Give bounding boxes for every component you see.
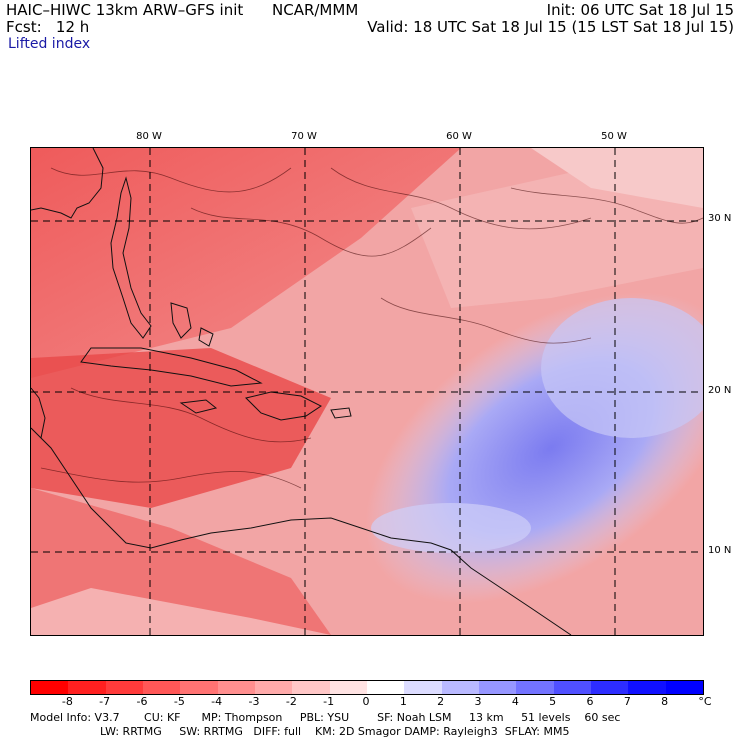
stable-patch-east: [411, 168, 703, 308]
coast-yucatan: [31, 387, 46, 439]
lon-label-50w: 50 W: [601, 131, 627, 142]
colorbar-unit: °C: [698, 695, 712, 708]
graticule: [31, 148, 703, 635]
coast-hispaniola: [245, 391, 322, 421]
colorbar-swatch: [441, 681, 479, 694]
org-label: NCAR/MMM: [272, 1, 359, 19]
model-title: HAIC–HIWC 13km ARW–GFS init: [6, 1, 244, 19]
init-time: Init: 06 UTC Sat 18 Jul 15: [546, 1, 734, 19]
forecast-hour: Fcst: 12 h: [6, 18, 90, 36]
colorbar-swatch: [68, 681, 106, 694]
coast-bahamas-1: [170, 302, 192, 339]
colorbar-swatch: [590, 681, 629, 694]
colorbar-tick-label: 3: [474, 695, 482, 708]
colorbar-tick-label: -3: [248, 695, 260, 708]
colorbar-swatch: [217, 681, 255, 694]
colorbar-tick-label: 5: [549, 695, 557, 708]
colorbar-swatch: [366, 681, 405, 694]
coast-bahamas-2: [198, 327, 214, 347]
colorbar-tick-label: -6: [136, 695, 148, 708]
lat-label-20n: 20 N: [708, 385, 732, 396]
coast-jamaica: [179, 399, 218, 414]
colorbar-tick-label: -4: [211, 695, 223, 708]
colorbar-tick-label: 2: [437, 695, 445, 708]
coast-puerto-rico: [330, 407, 352, 419]
coast-us-gulf: [31, 148, 104, 219]
colorbar-tick-label: 1: [399, 695, 407, 708]
colorbar-tick-label: 4: [511, 695, 519, 708]
unstable-band-caribbean: [31, 348, 331, 508]
colorbar-swatch: [31, 681, 69, 694]
colorbar-swatch: [180, 681, 218, 694]
stable-region-blue-north: [541, 298, 703, 438]
colorbar: [30, 680, 704, 695]
colorbar-swatch: [292, 681, 330, 694]
li-contours: [40, 167, 703, 489]
colorbar-tick-label: -7: [99, 695, 111, 708]
south-america-field: [31, 588, 331, 635]
stable-patch-ne: [531, 148, 703, 208]
lon-label-60w: 60 W: [446, 131, 472, 142]
colorbar-swatch: [404, 681, 442, 694]
colorbar-tick-label: 8: [661, 695, 669, 708]
colorbar-tick-label: -8: [61, 695, 73, 708]
coastlines: [31, 148, 572, 635]
lon-label-70w: 70 W: [291, 131, 317, 142]
colorbar-swatch: [105, 681, 143, 694]
colorbar-swatch: [665, 681, 703, 694]
coast-florida: [110, 176, 152, 339]
physics-info-line: LW: RRTMG SW: RRTMG DIFF: full KM: 2D Sm…: [100, 725, 570, 738]
colorbar-swatch: [142, 681, 181, 694]
colorbar-swatch: [478, 681, 517, 694]
colorbar-tick-label: 0: [362, 695, 370, 708]
colorbar-tick-label: -5: [173, 695, 185, 708]
colorbar-swatch: [254, 681, 293, 694]
lon-label-80w: 80 W: [136, 131, 162, 142]
colorbar-swatch: [516, 681, 554, 694]
colorbar-tick-label: -2: [285, 695, 297, 708]
lat-label-30n: 30 N: [708, 213, 732, 224]
valid-time: Valid: 18 UTC Sat 18 Jul 15 (15 LST Sat …: [367, 18, 734, 36]
coast-cuba: [80, 347, 263, 387]
colorbar-tick-label: 6: [586, 695, 594, 708]
colorbar-tick-label: 7: [623, 695, 631, 708]
colorbar-swatch: [628, 681, 666, 694]
field-name: Lifted index: [8, 36, 91, 52]
model-info-line: Model Info: V3.7 CU: KF MP: Thompson PBL…: [30, 711, 621, 724]
colorbar-swatch: [553, 681, 591, 694]
unstable-band-north: [31, 148, 461, 378]
colorbar-swatch: [329, 681, 367, 694]
map-field-svg: [31, 148, 703, 635]
lat-label-10n: 10 N: [708, 545, 732, 556]
coast-central-south-america: [31, 427, 572, 635]
colorbar-tick-label: -1: [323, 695, 335, 708]
stable-region-blue-south: [371, 503, 531, 553]
lifted-index-map: [30, 147, 704, 636]
